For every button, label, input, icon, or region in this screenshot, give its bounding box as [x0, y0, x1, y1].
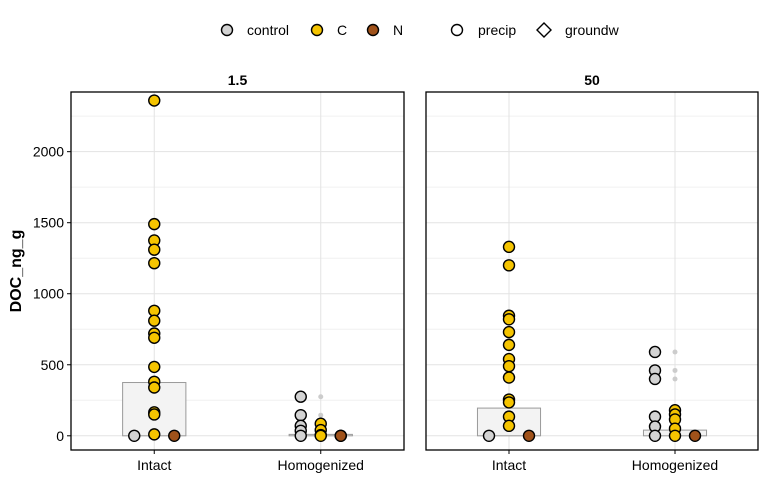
panel-background: [71, 92, 404, 450]
data-point: [482, 429, 496, 442]
y-axis-title: DOC_ng_g: [8, 230, 25, 313]
data-point: [148, 314, 161, 327]
x-tick-label: Homogenized: [632, 457, 718, 473]
data-point: [334, 429, 347, 442]
data-point: [648, 372, 662, 386]
legend-key-precip: [450, 23, 464, 37]
x-tick-label: Homogenized: [278, 457, 364, 473]
data-point: [168, 429, 181, 442]
legend-key-groundw: [536, 22, 552, 38]
chart-panels: 1.5 Intact Homogenized 0 500 1000 1500 2000 50 In…: [33, 72, 759, 473]
x-tick-label: Intact: [492, 457, 526, 473]
y-tick-label: 0: [56, 428, 64, 444]
legend-label-N: N: [393, 22, 403, 38]
panel-title: 1.5: [228, 72, 248, 88]
data-point: [148, 217, 161, 231]
data-point: [148, 428, 161, 441]
outlier-point: [672, 349, 678, 355]
data-point: [148, 381, 161, 394]
y-tick-label: 2000: [33, 144, 64, 160]
panel-0: 1.5 Intact Homogenized 0 500 1000 1500 2000: [33, 72, 405, 473]
data-point: [502, 313, 516, 326]
data-point: [502, 371, 516, 384]
outlier-point: [318, 412, 324, 418]
legend-key-N: [366, 23, 380, 37]
data-point: [502, 259, 516, 272]
y-tick-label: 1000: [33, 286, 64, 302]
y-tick-label: 500: [41, 357, 65, 373]
legend-label-precip: precip: [478, 22, 516, 38]
y-tick-label: 1500: [33, 215, 64, 231]
panel-border: [70, 91, 405, 451]
data-point: [294, 390, 307, 403]
data-point: [648, 345, 662, 359]
data-point: [314, 429, 327, 442]
data-point: [148, 94, 161, 107]
legend-label-groundw: groundw: [565, 22, 620, 38]
data-point: [148, 243, 161, 256]
panel-border: [425, 91, 759, 451]
data-point: [522, 429, 536, 442]
x-tick-label: Intact: [137, 457, 171, 473]
data-point: [648, 429, 662, 442]
panel-background: [426, 92, 758, 450]
data-point: [502, 419, 516, 433]
data-point: [688, 429, 702, 442]
legend-key-C: [310, 23, 324, 37]
data-point: [502, 396, 516, 409]
data-point: [502, 338, 516, 352]
legend-key-control: [220, 23, 234, 37]
data-point: [148, 360, 161, 374]
data-point: [294, 408, 307, 422]
data-point: [502, 359, 516, 373]
data-point: [128, 429, 141, 442]
legend-label-control: control: [247, 22, 289, 38]
data-point: [294, 429, 307, 442]
data-point: [502, 240, 516, 254]
data-point: [148, 408, 161, 421]
data-point: [148, 256, 161, 270]
panel-title: 50: [584, 72, 600, 88]
legend-label-C: C: [337, 22, 347, 38]
outlier-point: [672, 367, 678, 373]
data-point: [668, 429, 682, 442]
data-point: [148, 331, 161, 344]
panel-1: 50 Intact Homogenized: [425, 72, 759, 473]
outlier-point: [672, 376, 678, 382]
outlier-point: [318, 394, 324, 400]
data-point: [502, 325, 516, 339]
